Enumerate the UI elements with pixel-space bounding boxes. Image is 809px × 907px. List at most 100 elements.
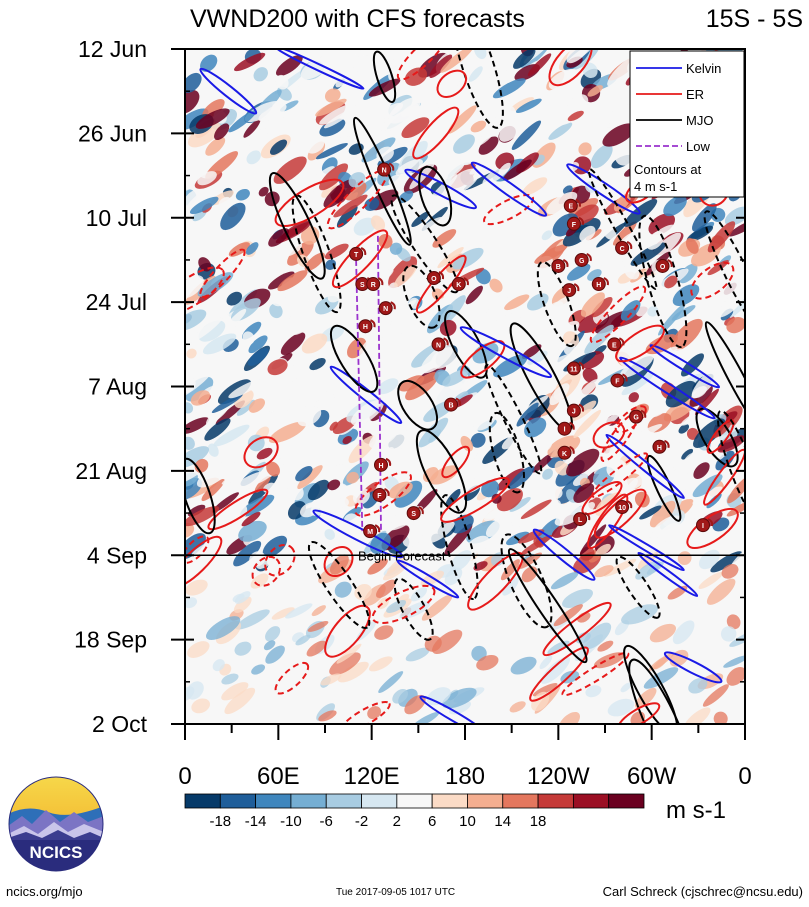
contour-mjo	[716, 409, 745, 526]
anomaly-cell	[444, 523, 473, 556]
anomaly-cell	[590, 144, 613, 169]
anomaly-cell	[404, 694, 426, 715]
anomaly-cell	[452, 247, 484, 270]
footer-url: ncics.org/mjo	[6, 884, 83, 899]
anomaly-cell	[726, 614, 741, 630]
anomaly-cell	[486, 312, 521, 338]
storm-marker: H	[374, 457, 392, 472]
y-tick-label: 21 Aug	[75, 458, 147, 484]
colorbar-swatch	[537, 793, 574, 809]
anomaly-cell	[653, 348, 682, 369]
storm-icon-tail	[438, 271, 445, 280]
contour-er	[441, 445, 471, 479]
anomaly-cell	[346, 305, 379, 330]
anomaly-cell	[714, 338, 734, 359]
anomaly-cell	[306, 640, 327, 657]
anomaly-cell	[357, 335, 378, 358]
storm-marker: B	[551, 258, 569, 273]
anomaly-cell	[532, 682, 558, 697]
anomaly-cell	[554, 460, 569, 476]
anomaly-cell	[187, 641, 210, 658]
anomaly-cell	[234, 52, 266, 72]
anomaly-cell	[648, 205, 662, 220]
anomaly-cell	[315, 98, 347, 117]
storm-letter: S	[360, 282, 365, 289]
storm-icon	[557, 445, 572, 460]
anomaly-cell	[185, 579, 208, 596]
anomaly-cell	[186, 681, 204, 700]
anomaly-cell	[688, 677, 708, 694]
anomaly-cell	[478, 136, 499, 155]
anomaly-cell	[649, 500, 676, 528]
storm-marker: O	[655, 258, 673, 273]
storm-icon-tail	[664, 439, 670, 448]
anomaly-cell	[526, 293, 549, 311]
anomaly-cell	[221, 682, 249, 701]
anomaly-cell	[185, 376, 214, 402]
anomaly-cell	[265, 645, 285, 664]
anomaly-cell	[251, 664, 266, 675]
storm-icon-tail	[360, 246, 367, 256]
anomaly-cell	[729, 543, 745, 571]
anomaly-cell	[582, 62, 598, 79]
anomaly-cell	[683, 452, 699, 469]
anomaly-cell	[327, 479, 341, 491]
anomaly-cell	[321, 181, 338, 198]
colorbar-units: m s-1	[666, 797, 726, 824]
anomaly-cell	[391, 49, 420, 67]
anomaly-cell	[325, 259, 337, 270]
colorbar-label: 2	[393, 813, 401, 830]
contour-kelvin	[312, 509, 404, 559]
colorbar-label: 14	[494, 813, 511, 830]
contour-kelvin	[605, 433, 685, 499]
storm-icon	[562, 283, 577, 298]
anomaly-cell	[593, 652, 625, 669]
contour-kelvin	[566, 163, 641, 215]
storm-marker: C	[615, 240, 633, 255]
anomaly-cell	[721, 564, 739, 579]
storm-marker: B	[444, 397, 462, 412]
anomaly-cell	[650, 407, 667, 418]
anomaly-cell	[280, 363, 304, 386]
storm-icon	[566, 403, 581, 418]
anomaly-cell	[562, 588, 593, 608]
y-tick-label: 10 Jul	[86, 205, 147, 231]
contour-kelvin	[649, 344, 721, 389]
anomaly-cell	[653, 657, 668, 670]
storm-marker: H	[358, 319, 376, 334]
anomaly-cell	[342, 436, 352, 445]
storm-marker: I	[696, 518, 714, 533]
colorbar: -18 -14 -10 -6 -2 2 6 10 14 18	[184, 793, 645, 830]
colorbar-swatch	[396, 793, 433, 809]
storm-letter: G	[579, 258, 585, 265]
storm-marker: G	[574, 252, 592, 267]
colorbar-label: -18	[209, 813, 231, 830]
anomaly-cell	[620, 300, 641, 321]
anomaly-cell	[202, 333, 237, 355]
anomaly-cell	[265, 626, 281, 642]
anomaly-cell	[411, 211, 430, 228]
anomaly-cell	[481, 89, 493, 99]
storm-icon-tail	[626, 500, 633, 509]
contour-kelvin	[470, 161, 548, 217]
anomaly-cell	[383, 216, 411, 234]
storm-icon-tail	[374, 524, 381, 533]
contour-kelvin	[404, 168, 477, 210]
anomaly-cell	[411, 711, 440, 724]
colorbar-label: -14	[245, 813, 267, 830]
storm-letter: J	[572, 409, 576, 416]
anomaly-cell	[198, 320, 226, 342]
anomaly-cell	[513, 49, 536, 69]
storm-marker: N	[431, 337, 449, 352]
anomaly-cell	[368, 656, 393, 672]
anomaly-cell	[368, 78, 401, 97]
anomaly-cell	[473, 408, 497, 431]
legend-label-kelvin: Kelvin	[686, 61, 721, 76]
anomaly-cell	[685, 238, 699, 254]
contour-er	[243, 436, 279, 469]
anomaly-cell	[226, 291, 243, 306]
anomaly-cell	[460, 150, 478, 166]
anomaly-cell	[307, 621, 329, 632]
storm-marker: H	[591, 277, 609, 292]
anomaly-cell	[672, 284, 700, 307]
